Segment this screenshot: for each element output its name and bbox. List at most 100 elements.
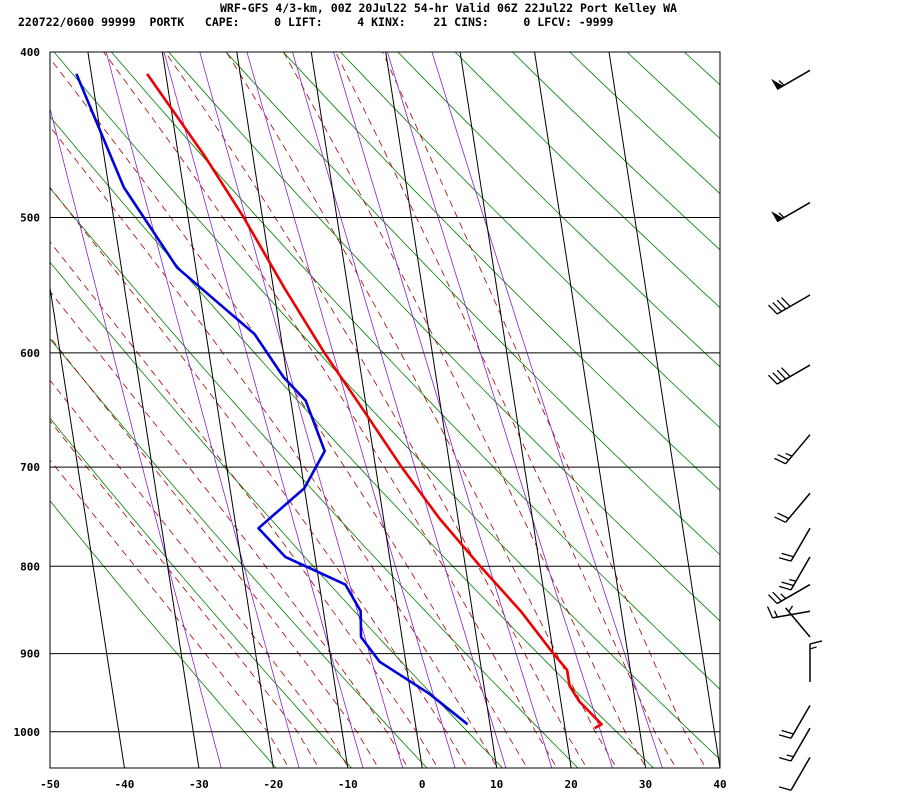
dry-adiabat-line [225,52,720,556]
moist-adiabat-line [50,459,290,768]
dry-adiabat-line [50,500,277,768]
dry-adiabat-line [569,52,720,195]
dry-adiabat-line [511,52,720,251]
dry-adiabat-line [756,14,900,775]
isotherm-line [50,284,125,768]
pressure-tick-label: 400 [20,46,40,59]
wind-barb-shaft [776,201,811,223]
wind-barb-feather [809,640,823,645]
dry-adiabat-line [168,52,720,622]
pressure-tick-label: 900 [20,648,40,661]
pressure-tick-label: 500 [20,212,40,225]
dry-adiabat-line [50,417,353,768]
wind-barb-feather [778,756,792,762]
wind-barb-feather [781,297,791,307]
wind-barb-half-feather [778,212,785,219]
wind-barb-feather [768,304,778,315]
wind-barb-feather [778,734,792,739]
wind-barb-shaft [790,727,811,762]
wind-barb-half-feather [773,610,779,618]
wind-barb-shaft [790,756,811,791]
isotherm-line [310,52,423,768]
wind-barb-shaft [790,556,811,591]
wind-barb-shaft [776,364,811,385]
dry-adiabat-line [282,52,720,491]
isotherm-grid [50,52,720,768]
mixing-ratio-line [50,106,222,768]
sounding-indices: 220722/0600 99999 PORTK CAPE: 0 LIFT: 4 … [18,15,614,29]
wind-barb-shaft [776,294,811,315]
wind-barb [778,556,811,591]
moist-adiabat-line [50,126,498,768]
temperature-tick-label: 10 [490,778,503,791]
wind-barb-feather [778,585,792,591]
moist-adiabat-line [50,336,379,768]
dry-adiabat-line [397,52,720,368]
wind-barb [778,756,811,791]
dry-adiabat-line [626,52,720,140]
mixing-ratio-line [105,52,300,768]
wind-barb [778,527,811,562]
pressure-axis: 400 500 600 700 800 900 1000 [14,46,41,739]
wind-barb-feather [777,512,790,520]
dry-adiabat-line [813,14,900,775]
temperature-tick-label: -30 [189,778,209,791]
wind-barb [771,201,811,223]
wind-barb-feather [776,369,787,380]
dry-adiabat-line [683,52,720,86]
moist-adiabat-line [335,52,677,768]
wind-barb-feather [781,729,794,735]
temperature-tick-label: 0 [419,778,426,791]
wind-barb-feather [778,557,792,562]
pressure-tick-label: 1000 [14,726,41,739]
isotherm-line [459,52,572,768]
temperature-axis: -50 -40 -30 -20 -10 0 10 20 30 40 [40,778,727,791]
temperature-tick-label: 30 [639,778,652,791]
moist-adiabat-line [283,52,647,768]
isotherm-line [608,52,720,768]
wind-barbs [766,69,823,791]
moist-adiabat-line [50,290,409,768]
temperature-tick-label: -50 [40,778,60,791]
wind-barb-feather [777,453,790,461]
isotherm-line [534,52,647,768]
wind-barb-feather [772,591,782,602]
wind-barb-shaft [784,434,811,465]
wind-barb-feather [772,372,782,383]
wind-barb-half-feather [778,80,785,86]
wind-barb [778,727,811,762]
isotherm-line [87,52,200,768]
wind-barb-feather [781,367,791,378]
wind-barb-feather [781,581,794,587]
wind-barb-half-feather [786,754,794,758]
moist-adiabat-line [225,52,617,768]
sounding-series [75,73,603,730]
wind-barb-shaft [790,704,811,739]
moist-adiabat-line [102,52,558,768]
sounding-series-2 [75,73,469,726]
isotherm-line [161,52,274,768]
dry-adiabat-line [110,52,720,690]
wind-barb-shaft [790,527,811,562]
pressure-tick-label: 800 [20,560,40,573]
moist-adiabat-line [381,52,707,768]
wind-barb [774,434,811,465]
wind-barb [774,492,811,523]
wind-barb-feather [774,516,786,523]
wind-barb [778,704,811,739]
moist-adiabat-line [164,52,588,768]
mixing-ratio-line [292,52,507,768]
wind-barb [768,364,811,385]
temperature-tick-label: -40 [115,778,135,791]
temperature-tick-label: 20 [564,778,577,791]
dry-adiabat-line [454,52,720,309]
wind-barb-half-feather [789,578,797,582]
temperature-tick-label: -10 [338,778,358,791]
wind-barb [768,294,811,315]
dry-adiabat-line [50,338,428,768]
wind-barb-shaft [784,492,811,523]
wind-barb-half-feather [780,593,787,600]
wind-barb [771,69,811,90]
wind-barb-feather [781,552,794,558]
